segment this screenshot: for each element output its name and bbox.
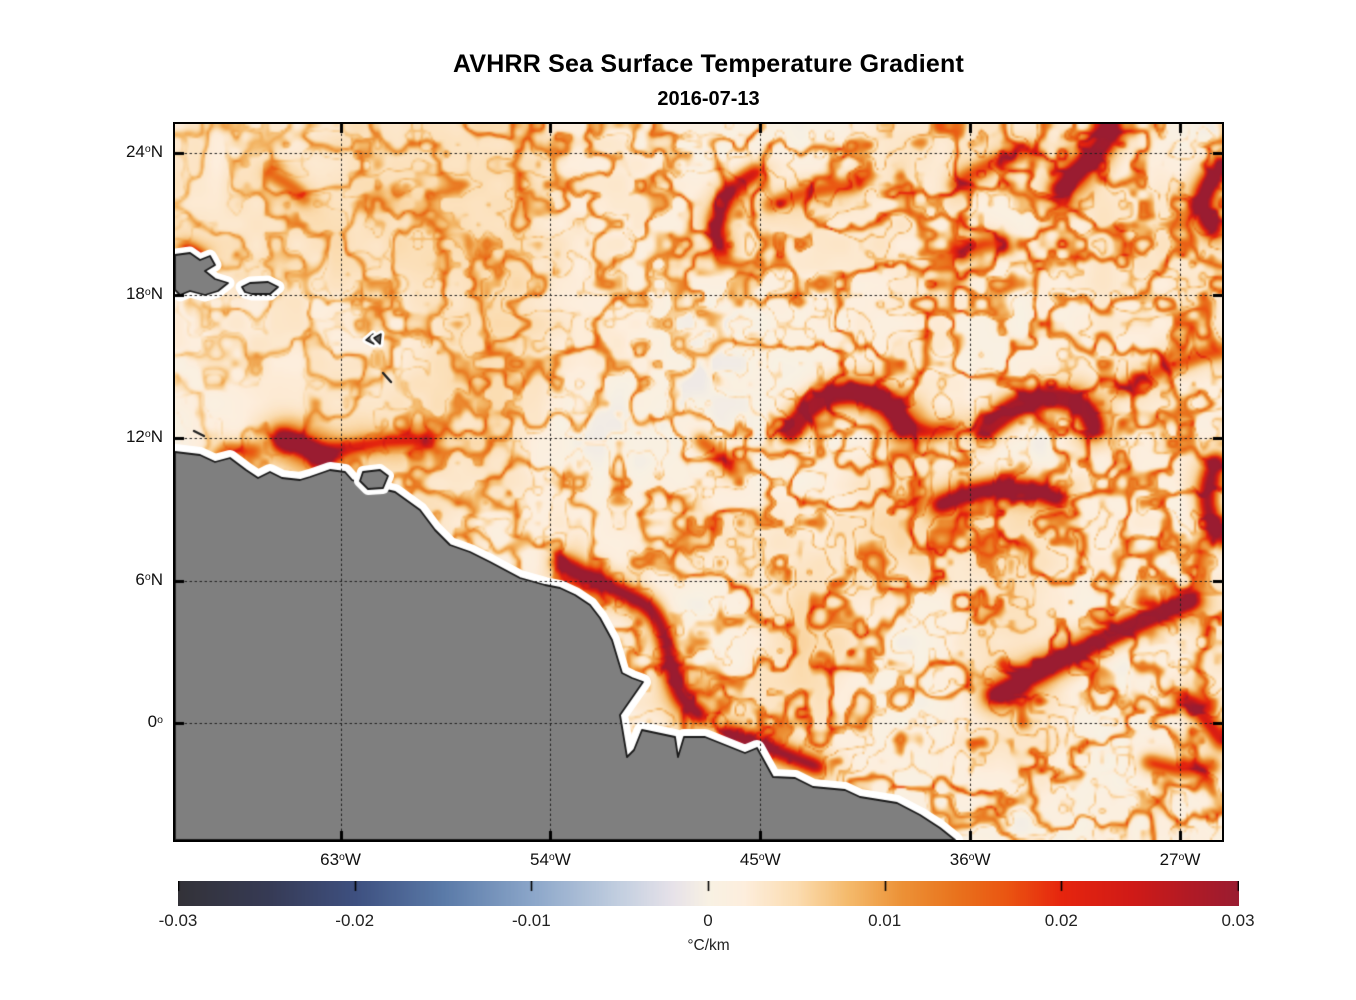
colorbar-tick-label: -0.03: [158, 911, 198, 930]
degree-superscript: o: [968, 851, 975, 864]
x-axis-tick-label: 63oW: [320, 850, 361, 869]
map-plot-box: [173, 122, 1224, 842]
degree-superscript: o: [144, 142, 151, 155]
x-axis-tick-label: 54oW: [530, 850, 571, 869]
y-axis-tick-label: 6oN: [135, 569, 163, 589]
figure-title: AVHRR Sea Surface Temperature Gradient: [453, 50, 964, 78]
y-axis-tick-label: 12oN: [125, 426, 163, 446]
y-axis-tick-label: 0o: [147, 712, 163, 732]
figure-subtitle: 2016-07-13: [657, 88, 760, 110]
colorbar-tick-label: 0.02: [1044, 911, 1078, 930]
degree-superscript: o: [144, 428, 151, 441]
map-canvas: [175, 124, 1222, 840]
degree-superscript: o: [339, 851, 345, 864]
y-axis-tick-label: 18oN: [125, 284, 163, 304]
colorbar-unit-label: °C/km: [687, 937, 730, 954]
degree-superscript: o: [1178, 851, 1185, 864]
x-axis-tick-label: 45oW: [739, 850, 781, 869]
colorbar-canvas: [178, 881, 1239, 906]
degree-superscript: o: [144, 285, 151, 298]
colorbar-tick-label: 0.01: [868, 911, 902, 930]
colorbar-tick-label: 0: [703, 911, 713, 930]
degree-superscript: o: [144, 570, 151, 583]
degree-superscript: o: [548, 851, 555, 864]
x-axis-tick-label: 36oW: [949, 850, 991, 869]
colorbar-tick-label: 0.03: [1221, 911, 1255, 930]
colorbar-tick-label: -0.01: [511, 911, 551, 930]
colorbar-tick-label: -0.02: [335, 911, 375, 930]
y-axis-tick-label: 24oN: [125, 141, 163, 161]
degree-superscript: o: [758, 851, 765, 864]
x-axis-tick-label: 27oW: [1159, 850, 1201, 869]
degree-superscript: o: [157, 713, 163, 726]
